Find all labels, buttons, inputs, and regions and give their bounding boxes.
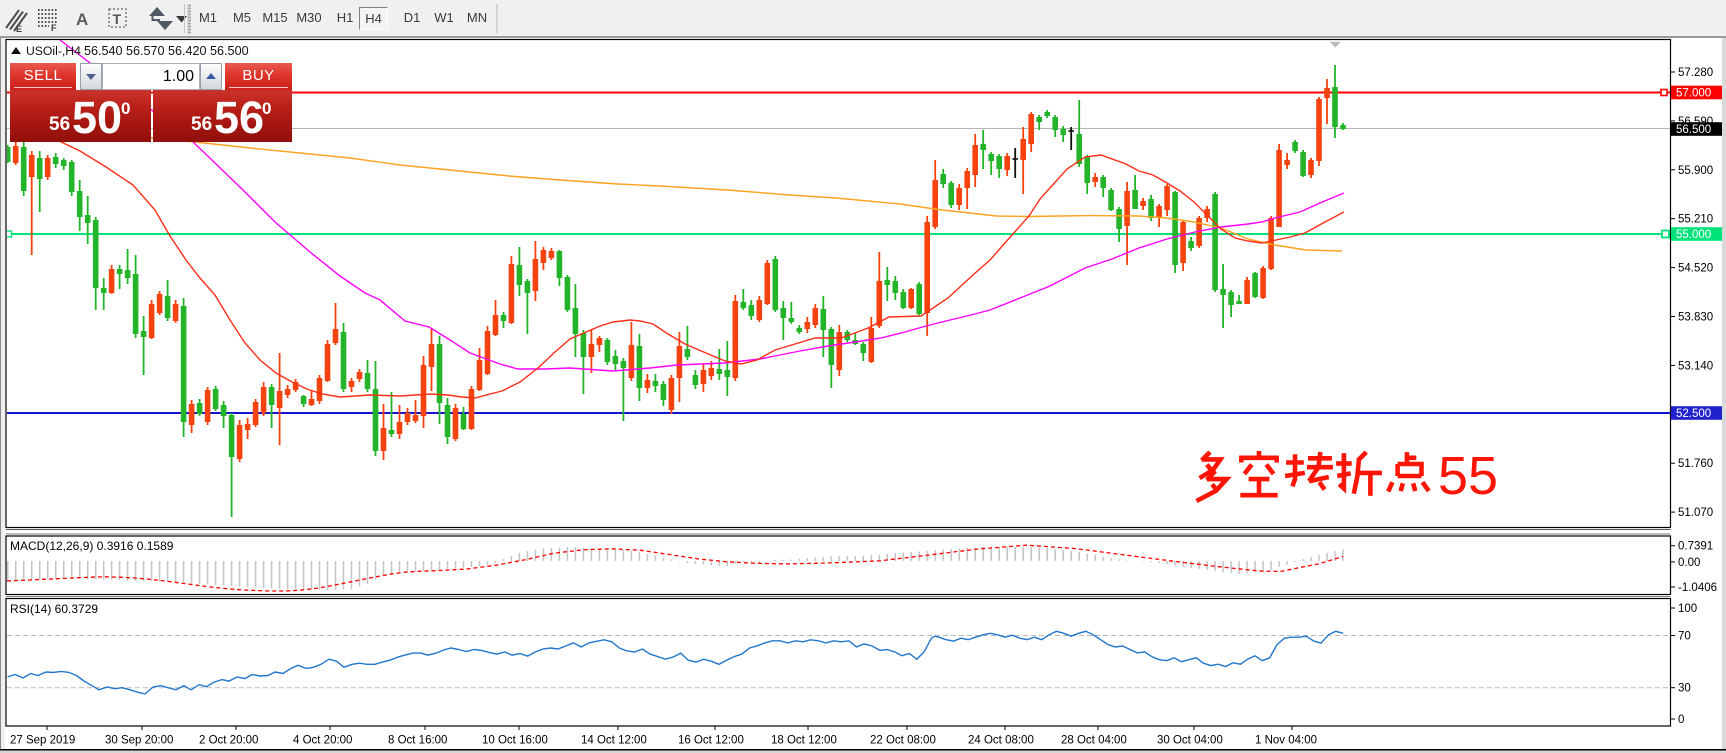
svg-text:55.000: 55.000	[1676, 229, 1711, 241]
svg-text:16 Oct 12:00: 16 Oct 12:00	[678, 735, 744, 747]
svg-text:56.540 56.570 56.420 56.500: 56.540 56.570 56.420 56.500	[84, 44, 249, 58]
svg-text:F: F	[51, 23, 57, 33]
svg-text:E: E	[16, 24, 22, 34]
svg-text:53.830: 53.830	[1678, 312, 1713, 324]
svg-text:T: T	[113, 11, 122, 27]
svg-text:14 Oct 12:00: 14 Oct 12:00	[581, 735, 647, 747]
svg-text:MACD(12,26,9) 0.3916 0.1589: MACD(12,26,9) 0.3916 0.1589	[10, 539, 174, 553]
svg-text:55: 55	[1438, 446, 1498, 506]
svg-text:52.500: 52.500	[1676, 408, 1711, 420]
svg-text:55.900: 55.900	[1678, 165, 1713, 177]
svg-text:28 Oct 04:00: 28 Oct 04:00	[1061, 735, 1127, 747]
svg-text:A: A	[76, 10, 88, 29]
svg-text:54.520: 54.520	[1678, 263, 1713, 275]
svg-text:56.500: 56.500	[1676, 124, 1711, 136]
svg-text:0.00: 0.00	[1678, 557, 1700, 569]
svg-text:55.210: 55.210	[1678, 214, 1713, 226]
svg-text:2 Oct 20:00: 2 Oct 20:00	[199, 735, 258, 747]
svg-text:22 Oct 08:00: 22 Oct 08:00	[870, 735, 936, 747]
svg-text:57.280: 57.280	[1678, 67, 1713, 79]
svg-text:24 Oct 08:00: 24 Oct 08:00	[968, 735, 1034, 747]
svg-text:0: 0	[1678, 714, 1684, 726]
svg-text:51.760: 51.760	[1678, 458, 1713, 470]
svg-text:27 Sep 2019: 27 Sep 2019	[10, 735, 75, 747]
svg-text:100: 100	[1678, 603, 1697, 615]
svg-text:30: 30	[1678, 683, 1691, 695]
svg-text:70: 70	[1678, 631, 1691, 643]
svg-text:-1.0406: -1.0406	[1678, 582, 1717, 594]
svg-text:51.070: 51.070	[1678, 507, 1713, 519]
svg-text:0.7391: 0.7391	[1678, 541, 1713, 553]
svg-text:57.000: 57.000	[1676, 88, 1711, 100]
svg-text:18 Oct 12:00: 18 Oct 12:00	[771, 735, 837, 747]
svg-text:1 Nov 04:00: 1 Nov 04:00	[1255, 735, 1317, 747]
svg-text:RSI(14) 60.3729: RSI(14) 60.3729	[10, 602, 98, 616]
svg-text:4 Oct 20:00: 4 Oct 20:00	[293, 735, 352, 747]
svg-text:30 Sep 20:00: 30 Sep 20:00	[105, 735, 173, 747]
svg-text:53.140: 53.140	[1678, 360, 1713, 372]
svg-text:USOil-,H4: USOil-,H4	[26, 44, 81, 58]
svg-text:10 Oct 16:00: 10 Oct 16:00	[482, 735, 548, 747]
svg-text:8 Oct 16:00: 8 Oct 16:00	[388, 735, 447, 747]
svg-text:30 Oct 04:00: 30 Oct 04:00	[1157, 735, 1223, 747]
